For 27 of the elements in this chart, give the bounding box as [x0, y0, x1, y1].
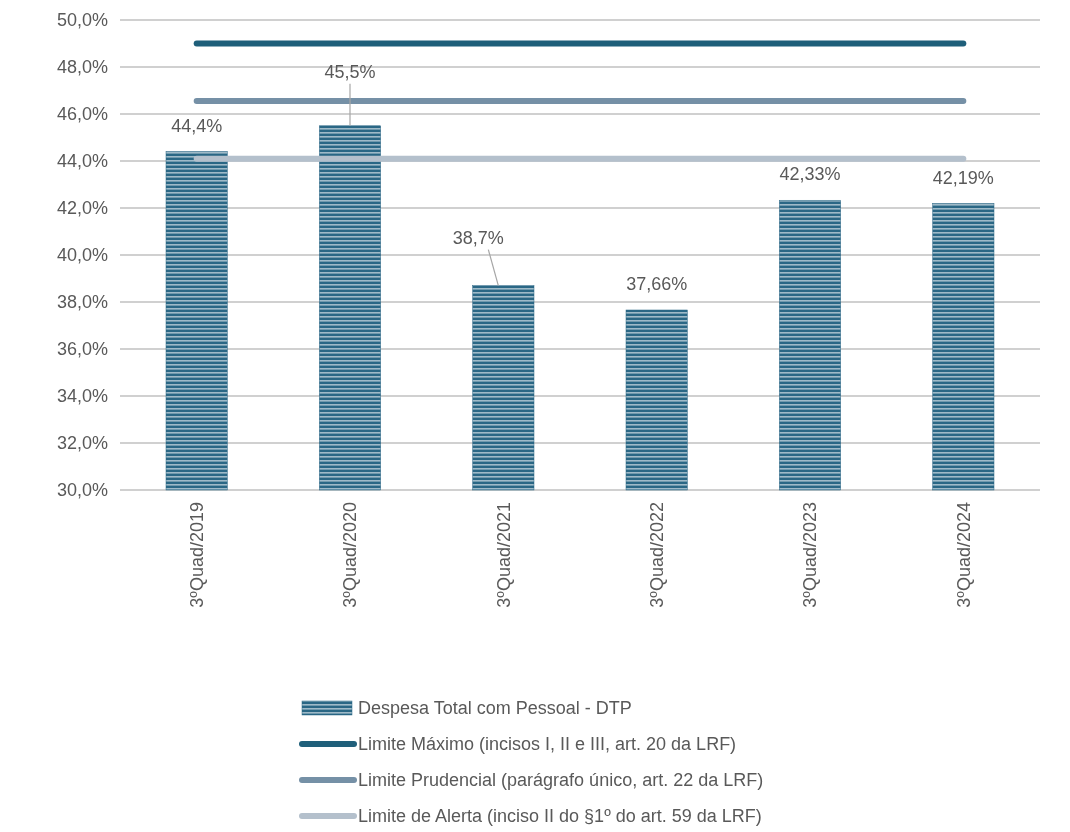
data-label: 44,4%: [171, 115, 223, 136]
x-tick-label: 3ºQuad/2024: [953, 502, 974, 608]
y-tick-label: 36,0%: [56, 339, 108, 360]
x-tick-label: 3ºQuad/2020: [340, 502, 361, 608]
data-label: 42,33%: [779, 164, 841, 185]
y-tick-label: 42,0%: [56, 198, 108, 219]
legend-label: Despesa Total com Pessoal - DTP: [358, 698, 632, 718]
legend-label: Limite de Alerta (inciso II do §1º do art. 59 da LRF): [358, 806, 762, 826]
data-label: 42,19%: [932, 167, 994, 188]
x-tick-label: 3ºQuad/2019: [186, 502, 207, 608]
x-tick-label: 3ºQuad/2022: [646, 502, 667, 608]
x-tick-label: 3ºQuad/2021: [493, 502, 514, 608]
y-tick-label: 34,0%: [56, 386, 108, 407]
y-tick-label: 44,0%: [56, 151, 108, 172]
legend-label: Limite Máximo (incisos I, II e III, art. 20 da LRF): [358, 734, 737, 754]
data-label: 38,7%: [452, 227, 504, 248]
y-tick-label: 38,0%: [56, 292, 108, 313]
x-tick-label: 3ºQuad/2023: [800, 502, 821, 608]
y-tick-label: 48,0%: [56, 57, 108, 78]
y-tick-label: 50,0%: [56, 10, 108, 31]
y-tick-label: 32,0%: [56, 433, 108, 454]
y-tick-label: 46,0%: [56, 104, 108, 125]
y-tick-label: 40,0%: [56, 245, 108, 266]
y-tick-label: 30,0%: [56, 480, 108, 501]
legend-label: Limite Prudencial (parágrafo único, art. 22 da LRF): [358, 770, 764, 790]
data-label: 45,5%: [324, 61, 376, 82]
data-label: 37,66%: [626, 273, 688, 294]
